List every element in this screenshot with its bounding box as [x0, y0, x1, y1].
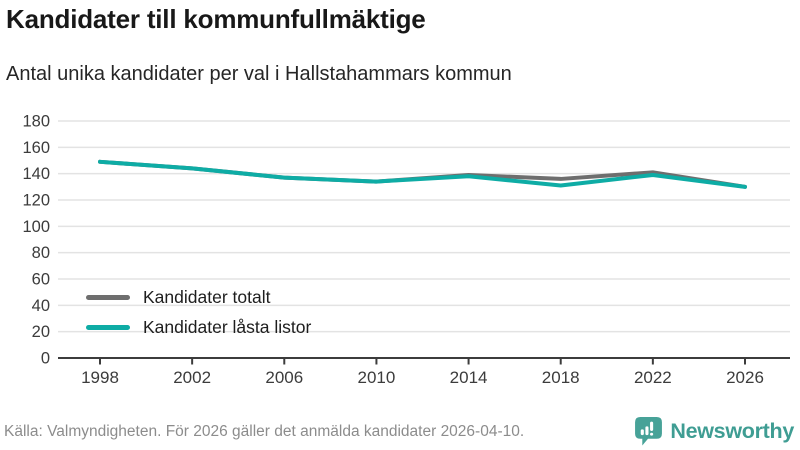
svg-text:20: 20 [32, 323, 50, 341]
y-tick-labels: 0 20 40 60 80 100 120 140 160 180 [22, 113, 50, 368]
x-tick-labels: 1998 2002 2006 2010 2014 2018 2022 2026 [81, 368, 764, 387]
newsworthy-logo: Newsworthy [634, 416, 794, 447]
exclamation-dot [650, 432, 654, 436]
chart-title: Kandidater till kommunfullmäktige [6, 4, 426, 34]
svg-text:2022: 2022 [634, 368, 672, 387]
gridlines [58, 120, 790, 333]
legend-swatch-totalt-icon [86, 294, 130, 300]
svg-text:140: 140 [22, 165, 50, 183]
bar-1 [641, 429, 645, 436]
svg-text:2002: 2002 [173, 368, 211, 387]
chart-subtitle: Antal unika kandidater per val i Hallsta… [6, 63, 512, 85]
newsworthy-logo-icon [635, 417, 663, 446]
svg-text:0: 0 [41, 350, 50, 368]
svg-text:1998: 1998 [81, 368, 119, 387]
svg-text:60: 60 [32, 271, 50, 289]
svg-text:40: 40 [32, 297, 50, 315]
svg-text:120: 120 [22, 192, 50, 210]
legend-swatch-lasta-listor-icon [86, 324, 130, 330]
svg-text:100: 100 [22, 218, 50, 236]
x-axis [58, 357, 790, 365]
svg-text:2014: 2014 [450, 368, 488, 387]
chart-footer: Källa: Valmyndigheten. För 2026 gäller d… [4, 416, 794, 447]
svg-text:2018: 2018 [542, 368, 580, 387]
svg-text:160: 160 [22, 139, 50, 157]
legend-label-lasta-listor: Kandidater låsta listor [143, 316, 312, 337]
svg-text:2006: 2006 [265, 368, 303, 387]
svg-text:2010: 2010 [358, 368, 396, 387]
svg-text:80: 80 [32, 244, 50, 262]
source-note: Källa: Valmyndigheten. För 2026 gäller d… [4, 422, 525, 440]
svg-text:2026: 2026 [726, 368, 764, 387]
exclamation-stem [650, 421, 654, 431]
svg-text:180: 180 [22, 113, 50, 131]
bar-2 [645, 426, 649, 436]
series-line-1 [98, 159, 748, 189]
chart-legend: Kandidater totalt Kandidater låsta listo… [86, 282, 311, 342]
brand-wordmark: Newsworthy [670, 419, 794, 443]
legend-label-totalt: Kandidater totalt [143, 286, 271, 307]
legend-item-totalt: Kandidater totalt [86, 282, 311, 312]
legend-item-lasta-listor: Kandidater låsta listor [86, 312, 311, 342]
